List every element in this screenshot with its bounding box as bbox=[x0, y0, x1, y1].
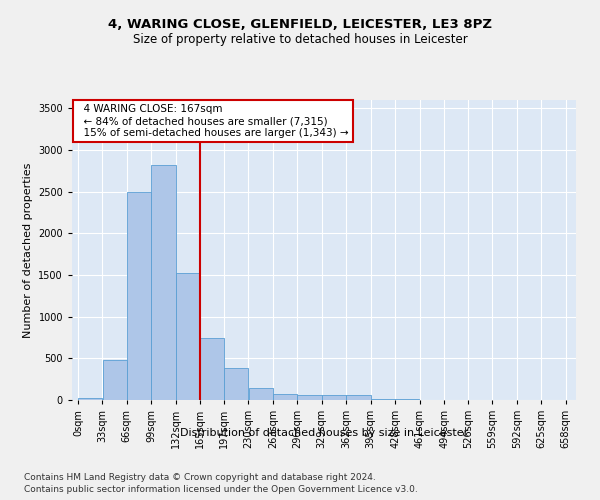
Bar bbox=[200, 338, 224, 400]
Bar bbox=[248, 388, 273, 400]
Bar bbox=[371, 399, 395, 400]
Bar bbox=[395, 399, 419, 400]
Text: Size of property relative to detached houses in Leicester: Size of property relative to detached ho… bbox=[133, 32, 467, 46]
Text: Distribution of detached houses by size in Leicester: Distribution of detached houses by size … bbox=[180, 428, 468, 438]
Text: 4 WARING CLOSE: 167sqm
  ← 84% of detached houses are smaller (7,315)
  15% of s: 4 WARING CLOSE: 167sqm ← 84% of detached… bbox=[77, 104, 349, 138]
Bar bbox=[273, 394, 297, 400]
Text: 4, WARING CLOSE, GLENFIELD, LEICESTER, LE3 8PZ: 4, WARING CLOSE, GLENFIELD, LEICESTER, L… bbox=[108, 18, 492, 30]
Bar bbox=[151, 165, 176, 400]
Bar bbox=[224, 368, 248, 400]
Bar bbox=[127, 192, 151, 400]
Bar bbox=[322, 396, 346, 400]
Text: Contains public sector information licensed under the Open Government Licence v3: Contains public sector information licen… bbox=[24, 485, 418, 494]
Bar bbox=[78, 398, 102, 400]
Bar bbox=[176, 274, 200, 400]
Bar bbox=[103, 360, 127, 400]
Bar bbox=[346, 396, 371, 400]
Text: Contains HM Land Registry data © Crown copyright and database right 2024.: Contains HM Land Registry data © Crown c… bbox=[24, 472, 376, 482]
Bar bbox=[298, 396, 322, 400]
Y-axis label: Number of detached properties: Number of detached properties bbox=[23, 162, 32, 338]
